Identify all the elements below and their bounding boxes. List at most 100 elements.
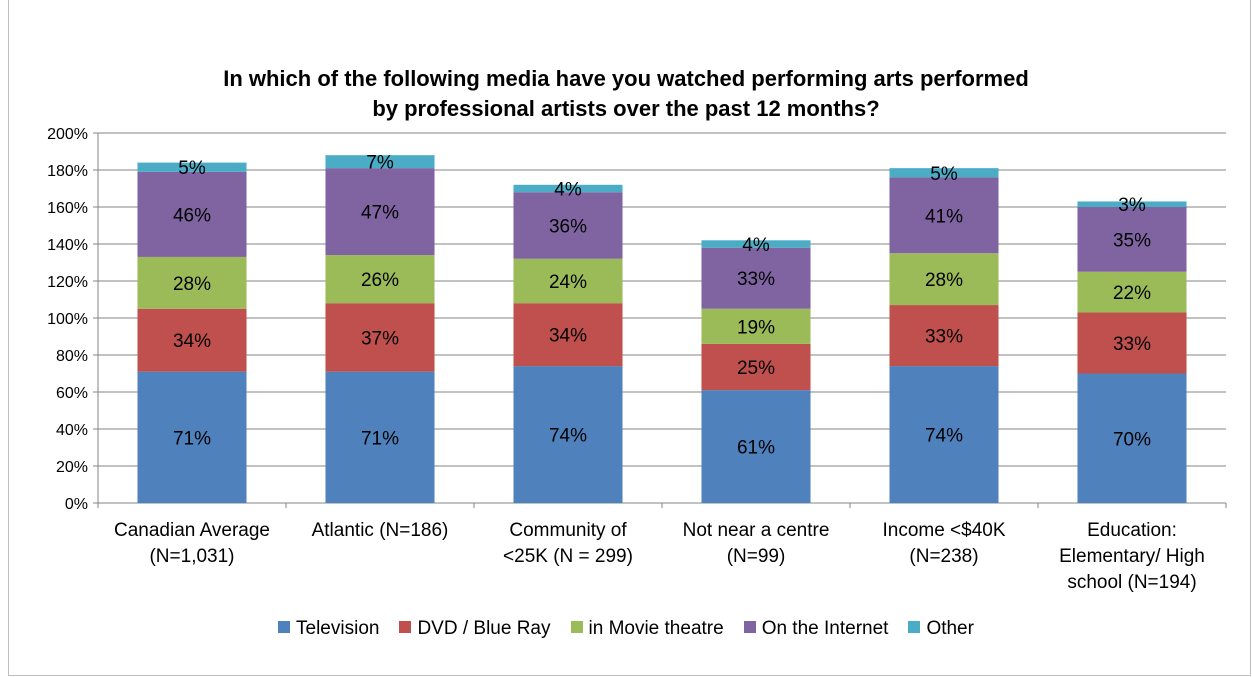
bar-segment [325, 255, 435, 304]
legend-item: in Movie theatre [570, 618, 724, 640]
data-label: 5% [930, 164, 958, 185]
data-label: 74% [925, 426, 963, 447]
bar-segment [137, 162, 247, 172]
bar-segment [325, 155, 435, 169]
x-tick-label: Elementary/ High [1059, 546, 1205, 567]
data-label: 33% [737, 269, 775, 290]
data-label: 41% [925, 206, 963, 227]
legend-item: Television [278, 618, 379, 640]
data-label: 37% [361, 328, 399, 349]
chart-title-line-2: by professional artists over the past 12… [372, 96, 880, 121]
data-label: 22% [1113, 283, 1151, 304]
legend-label: in Movie theatre [588, 618, 724, 639]
bar-segment [1077, 207, 1187, 272]
legend-label: On the Internet [761, 618, 889, 639]
y-tick-label: 160% [47, 200, 88, 217]
data-label: 34% [549, 326, 587, 347]
bar-segment [513, 192, 623, 259]
y-tick-label: 120% [47, 274, 88, 291]
data-label: 4% [554, 180, 582, 201]
bar-segment [701, 247, 811, 309]
legend-label: DVD / Blue Ray [417, 618, 551, 639]
legend-item: Other [908, 618, 974, 640]
y-tick-label: 140% [47, 237, 88, 254]
bar-segment [325, 168, 435, 256]
data-label: 61% [737, 438, 775, 459]
bar-segment [701, 240, 811, 248]
bar-segment [513, 184, 623, 193]
bar-segment [137, 371, 247, 503]
data-label: 7% [366, 153, 394, 174]
bar-segment [325, 303, 435, 372]
x-tick-label: Not near a centre [683, 520, 830, 541]
data-label: 36% [549, 217, 587, 238]
x-tick-label: <25K (N = 299) [503, 546, 633, 567]
bar-segment [137, 171, 247, 257]
bar-segment [137, 308, 247, 372]
data-label: 28% [173, 274, 211, 295]
bar-segment [889, 366, 999, 503]
data-label: 4% [742, 235, 770, 256]
bar-segment [701, 390, 811, 503]
bar-segment [513, 303, 623, 367]
bar-segment [889, 177, 999, 254]
bar-segment [889, 168, 999, 178]
x-tick-label: (N=238) [909, 546, 978, 567]
data-label: 28% [925, 270, 963, 291]
data-label: 5% [178, 158, 206, 179]
bar-segment [1077, 373, 1187, 503]
legend-swatch [743, 621, 756, 633]
data-label: 46% [173, 205, 211, 226]
bar-segment [889, 305, 999, 367]
data-label: 24% [549, 272, 587, 293]
y-tick-label: 40% [56, 422, 88, 439]
legend-label: Television [296, 618, 380, 639]
x-tick-label: school (N=194) [1067, 572, 1196, 593]
legend-swatch [399, 621, 412, 633]
y-tick-label: 80% [56, 348, 88, 365]
bar-segment [889, 253, 999, 306]
x-tick-label: (N=1,031) [149, 546, 234, 567]
bar-segment [513, 366, 623, 503]
x-tick-label: Community of [509, 520, 627, 541]
data-label: 26% [361, 270, 399, 291]
y-tick-label: 180% [47, 163, 88, 180]
bar-segment [325, 371, 435, 503]
chart-title-line-1: In which of the following media have you… [223, 66, 1029, 91]
legend-item: DVD / Blue Ray [399, 618, 551, 640]
chart-title: In which of the following media have you… [100, 64, 1152, 124]
data-label: 3% [1118, 195, 1146, 216]
x-tick-label: (N=99) [727, 546, 786, 567]
legend-swatch [570, 621, 583, 633]
y-tick-label: 0% [65, 496, 88, 513]
data-label: 35% [1113, 230, 1151, 251]
y-tick-label: 20% [56, 459, 88, 476]
bar-segment [513, 258, 623, 304]
x-tick-label: Education: [1087, 520, 1177, 541]
x-tick-label: Canadian Average [114, 520, 270, 541]
legend-swatch [908, 621, 921, 633]
y-tick-label: 200% [47, 126, 88, 143]
data-label: 25% [737, 358, 775, 379]
bar-segment [1077, 271, 1187, 313]
chart-frame [8, 0, 1251, 676]
data-label: 47% [361, 203, 399, 224]
legend-item: On the Internet [743, 618, 889, 640]
data-label: 70% [1113, 429, 1151, 450]
bar-segment [701, 343, 811, 391]
legend-label: Other [926, 618, 974, 639]
data-label: 71% [173, 428, 211, 449]
data-label: 34% [173, 331, 211, 352]
bar-segment [137, 256, 247, 309]
y-tick-label: 60% [56, 385, 88, 402]
bar-segment [701, 308, 811, 344]
bar-segment [1077, 201, 1187, 207]
data-label: 33% [1113, 334, 1151, 355]
data-label: 33% [925, 327, 963, 348]
legend: Television DVD / Blue Ray in Movie theatre… [0, 618, 1252, 640]
bar-segment [1077, 312, 1187, 374]
x-tick-label: Income <$40K [882, 520, 1005, 541]
x-tick-label: Atlantic (N=186) [312, 520, 449, 541]
y-tick-label: 100% [47, 311, 88, 328]
